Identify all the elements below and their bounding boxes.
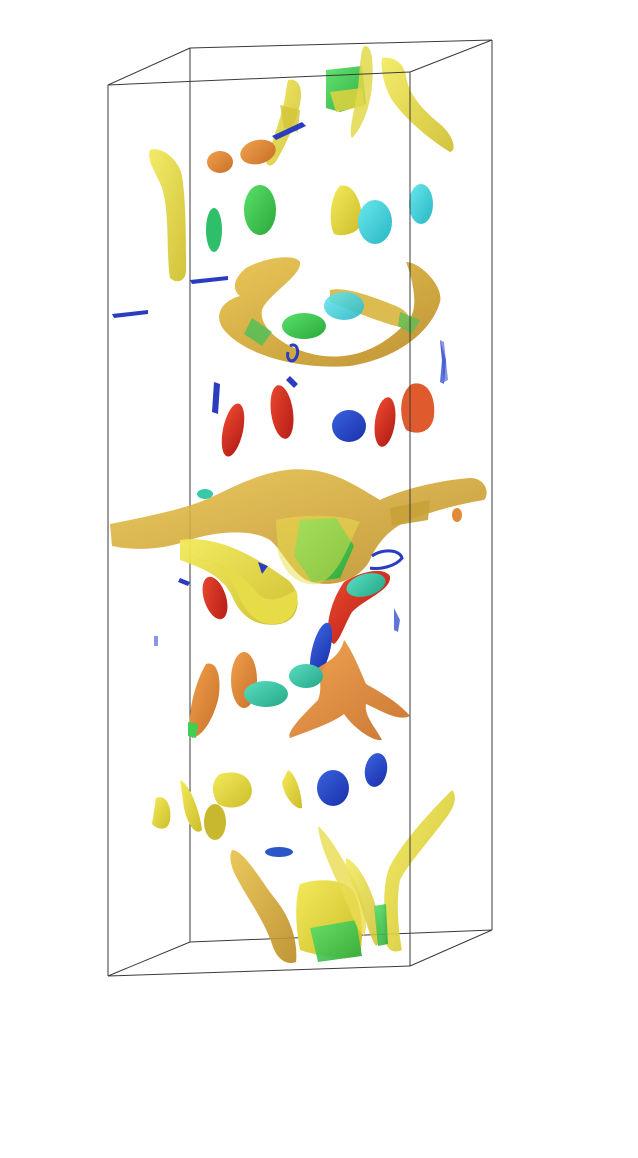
blue-wisp-8 xyxy=(178,578,190,586)
yellow-curtain-bottom xyxy=(230,850,297,964)
orange-blob-4 xyxy=(189,663,220,738)
yellow-strand-bottom-2 xyxy=(345,858,381,946)
blue-ring-1 xyxy=(286,343,300,363)
middle-droplets xyxy=(212,340,448,457)
yellow-blob-1 xyxy=(330,185,362,236)
blue-wisp-6 xyxy=(212,382,220,414)
yellow-tube-left xyxy=(149,149,186,282)
bottom-region xyxy=(230,790,455,964)
cyan-blob-2 xyxy=(409,184,433,224)
blue-wisp-4 xyxy=(286,376,298,388)
cyan-blob-1 xyxy=(358,200,392,244)
yellow-blob-2 xyxy=(212,772,252,808)
green-strand-bottom xyxy=(374,904,388,946)
blue-blob-2 xyxy=(317,770,349,806)
central-saddle xyxy=(110,469,487,625)
green-blob-2 xyxy=(244,185,276,235)
green-patch-bottom xyxy=(310,920,362,962)
yellow-blob-6 xyxy=(204,804,226,840)
orange-star xyxy=(289,640,410,741)
teal-blob-3 xyxy=(289,664,323,688)
upper-saddle xyxy=(219,257,446,388)
red-blob-4 xyxy=(202,576,228,620)
blue-blob-3 xyxy=(364,753,388,787)
red-blob-1 xyxy=(221,403,245,457)
green-blob-3 xyxy=(282,313,326,339)
blue-wisp-1 xyxy=(272,122,306,140)
yellow-tube-bottom-right xyxy=(384,790,455,952)
gold-saddle xyxy=(219,257,441,367)
bounding-box-front xyxy=(107,39,493,977)
blue-wisp-7 xyxy=(440,340,448,382)
lower-middle xyxy=(154,570,410,741)
top-region xyxy=(112,45,454,318)
teal-blob-2 xyxy=(244,681,288,707)
yellow-strand-bottom-1 xyxy=(318,826,366,936)
blue-ring-2 xyxy=(369,549,404,570)
red-blob-2 xyxy=(270,385,294,439)
blue-wisp-3 xyxy=(112,310,148,318)
blue-wisp-9 xyxy=(258,562,268,574)
blue-blob-1 xyxy=(332,410,366,442)
blue-wisp-11 xyxy=(154,636,158,646)
blue-tube xyxy=(309,622,333,678)
teal-blob-1 xyxy=(346,573,386,597)
orange-blob-1 xyxy=(207,151,233,173)
blue-wisp-10 xyxy=(394,608,400,632)
cyan-blob-3 xyxy=(324,292,364,320)
blue-wisp-2 xyxy=(190,276,228,284)
red-blob-3 xyxy=(374,397,396,447)
orange-red-blob xyxy=(401,383,435,433)
green-blob-1 xyxy=(206,208,222,252)
yellow-blob-3 xyxy=(282,770,302,809)
yellow-strand-top xyxy=(350,45,373,138)
yellow-blob-4 xyxy=(152,797,171,829)
yellow-blob-5 xyxy=(180,780,202,832)
yellow-tube-top-right xyxy=(381,57,454,152)
orange-blob-2 xyxy=(240,139,276,165)
lower-droplets xyxy=(152,753,388,857)
blue-blob-4 xyxy=(265,847,293,857)
